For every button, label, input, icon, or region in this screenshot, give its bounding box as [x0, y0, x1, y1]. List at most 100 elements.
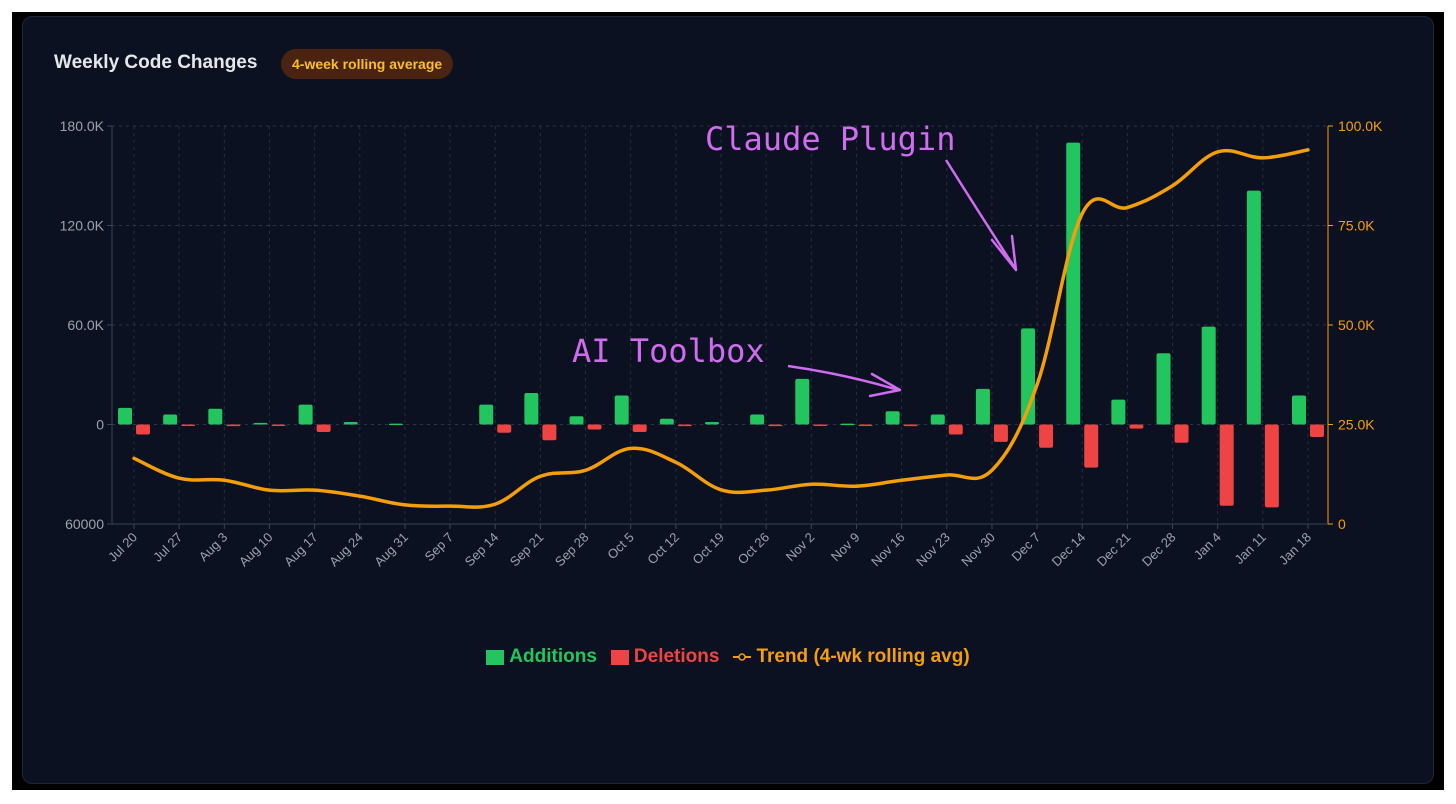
- additions-bar: [1111, 399, 1126, 425]
- y-left-tick-label: 60000: [65, 516, 104, 532]
- additions-bar: [1246, 190, 1261, 425]
- y-right-tick-label: 25.0K: [1338, 417, 1375, 433]
- x-tick-label: Nov 2: [783, 530, 818, 565]
- additions-bar: [388, 423, 403, 426]
- additions-bar: [795, 378, 810, 425]
- additions-bar: [163, 414, 178, 425]
- x-tick-label: Aug 3: [196, 530, 231, 565]
- deletions-swatch-icon: [610, 649, 629, 665]
- deletions-bar: [1310, 424, 1324, 437]
- additions-bar: [1066, 142, 1081, 425]
- trend-line: [132, 148, 1310, 509]
- deletions-bar: [271, 424, 286, 426]
- additions-bar: [705, 422, 719, 425]
- x-tick-label: Sep 7: [422, 530, 457, 565]
- trend-line-marker-icon: [733, 653, 752, 661]
- additions-bar: [930, 414, 945, 425]
- x-tick-label: Sep 14: [462, 530, 502, 570]
- deletions-bar: [497, 424, 512, 433]
- additions-bar: [659, 418, 674, 425]
- x-tick-label: Oct 19: [689, 530, 727, 568]
- deletions-bar: [542, 424, 557, 441]
- x-tick-label: Aug 10: [236, 530, 276, 570]
- deletions-bar: [677, 424, 692, 427]
- x-tick-label: Jan 11: [1231, 530, 1269, 568]
- additions-bar: [1156, 353, 1171, 425]
- x-tick-label: Oct 26: [735, 530, 773, 568]
- x-tick-label: Aug 31: [371, 530, 411, 570]
- y-left-tick-label: 0: [96, 417, 104, 433]
- additions-bar: [975, 388, 990, 425]
- annotation-arrow-claude-plugin: [944, 159, 1017, 269]
- deletions-bar: [1219, 424, 1234, 506]
- x-tick-label: Dec 28: [1139, 530, 1179, 570]
- rolling-average-badge: 4-week rolling average: [281, 49, 454, 79]
- x-tick-label: Aug 24: [326, 530, 366, 570]
- x-tick-label: Nov 30: [958, 530, 998, 570]
- x-tick-label: Jan 4: [1191, 530, 1224, 563]
- deletions-bar: [858, 424, 873, 426]
- deletions-bar: [1129, 424, 1144, 429]
- deletions-bar: [632, 424, 647, 432]
- deletions-bar: [226, 424, 241, 427]
- additions-bar: [1201, 326, 1216, 425]
- additions-bar: [1292, 395, 1306, 425]
- annotation-ai-toolbox: AI Toolbox: [572, 332, 765, 370]
- x-tick-label: Sep 21: [507, 530, 547, 570]
- additions-bar: [614, 395, 629, 425]
- additions-bar: [840, 423, 855, 426]
- deletions-bar: [1264, 424, 1279, 508]
- chart-card: [22, 16, 1434, 784]
- x-tick-label: Oct 12: [644, 530, 682, 568]
- x-tick-label: Nov 9: [828, 530, 863, 565]
- y-right-tick-label: 0: [1338, 516, 1346, 532]
- deletions-bar: [1174, 424, 1189, 443]
- x-tick-label: Jan 18: [1276, 530, 1314, 568]
- legend-deletions-label: Deletions: [633, 646, 720, 667]
- legend-trend[interactable]: Trend (4-wk rolling avg): [733, 646, 970, 668]
- legend-additions[interactable]: Additions: [486, 646, 597, 668]
- y-left-tick-label: 120.0K: [60, 218, 105, 234]
- additions-bar: [750, 414, 765, 425]
- legend-deletions[interactable]: Deletions: [610, 646, 720, 668]
- additions-bar: [208, 408, 223, 425]
- additions-bar: [253, 422, 268, 425]
- y-left-tick-label: 180.0K: [60, 118, 105, 134]
- y-right-tick-label: 75.0K: [1338, 218, 1375, 234]
- deletions-bar: [136, 424, 150, 435]
- x-tick-label: Sep 28: [552, 530, 592, 570]
- y-right-tick-label: 50.0K: [1338, 317, 1375, 333]
- deletions-bar: [587, 424, 602, 430]
- chart-title: Weekly Code Changes: [54, 52, 258, 73]
- annotation-claude-plugin: Claude Plugin: [705, 120, 955, 158]
- additions-bar: [479, 404, 494, 425]
- x-tick-label: Jul 20: [105, 530, 140, 565]
- x-tick-label: Dec 7: [1009, 530, 1044, 565]
- additions-bar: [118, 407, 132, 425]
- x-tick-label: Aug 17: [281, 530, 321, 570]
- x-tick-label: Jul 27: [150, 530, 185, 565]
- annotation-arrowhead-claude-plugin: [990, 234, 1018, 272]
- deletions-bar: [181, 424, 196, 426]
- additions-bar: [343, 422, 358, 425]
- deletions-bar: [903, 424, 918, 427]
- x-tick-label: Dec 21: [1094, 530, 1134, 570]
- x-tick-label: Oct 5: [604, 530, 637, 563]
- x-tick-label: Nov 23: [913, 530, 953, 570]
- y-left-tick-label: 60.0K: [67, 317, 104, 333]
- legend-additions-label: Additions: [509, 646, 597, 667]
- legend-trend-label: Trend (4-wk rolling avg): [756, 646, 970, 667]
- additions-bar: [569, 416, 584, 425]
- deletions-bar: [316, 424, 331, 432]
- additions-bar: [885, 411, 900, 425]
- deletions-bar: [813, 424, 828, 426]
- annotation-arrowhead-ai-toolbox: [868, 372, 902, 398]
- chart-legend: Additions Deletions Trend (4-wk rolling …: [0, 646, 1456, 668]
- x-tick-label: Dec 14: [1049, 530, 1089, 570]
- x-tick-label: Nov 16: [868, 530, 908, 570]
- additions-swatch-icon: [486, 649, 505, 665]
- y-right-tick-label: 100.0K: [1338, 118, 1383, 134]
- additions-bar: [298, 404, 313, 425]
- annotation-arrow-ai-toolbox: [787, 364, 899, 392]
